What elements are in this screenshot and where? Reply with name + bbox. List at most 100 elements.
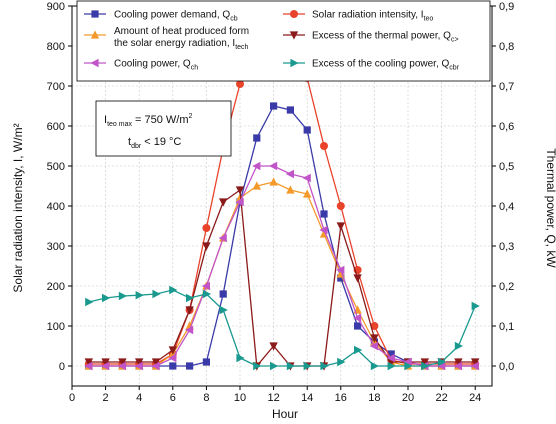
series-cooling_power bbox=[84, 161, 479, 371]
data-point-cooling_power bbox=[252, 161, 261, 171]
data-point-heat_produced bbox=[252, 181, 261, 190]
x-tick-label: 20 bbox=[402, 392, 414, 404]
data-point-cooling_power bbox=[319, 225, 328, 235]
data-point-excess_thermal bbox=[370, 334, 379, 343]
data-point-cooling_power bbox=[168, 353, 177, 363]
data-point-cooling_demand bbox=[202, 358, 210, 366]
right-axis-title: Thermal power, Q, kW bbox=[544, 148, 556, 268]
series-line-heat_produced bbox=[88, 181, 476, 367]
data-point-cooling_demand bbox=[253, 134, 261, 142]
legend-item-solar_radiation: Solar radiation intensity, Iteo bbox=[283, 10, 433, 23]
series-excess_cooling bbox=[85, 285, 480, 371]
legend-item-excess_cooling: Excess of the cooling power, Qcbr bbox=[283, 59, 460, 72]
data-point-excess_cooling bbox=[186, 293, 195, 303]
data-point-excess_cooling bbox=[286, 361, 295, 371]
legend-item-cooling_demand: Cooling power demand, Qcb bbox=[84, 10, 238, 23]
data-point-cooling_demand bbox=[354, 322, 362, 330]
annotation-line-1: Iteo max = 750 W/m2 bbox=[104, 113, 193, 128]
legend-swatch-marker bbox=[290, 10, 298, 18]
data-point-cooling_demand bbox=[286, 106, 294, 114]
data-point-cooling_demand bbox=[337, 274, 345, 282]
x-tick-label: 18 bbox=[368, 392, 380, 404]
x-tick-label: 16 bbox=[335, 392, 347, 404]
data-point-cooling_power bbox=[437, 361, 446, 371]
x-tick-label: 24 bbox=[469, 392, 481, 404]
legend-label-line2: the solar energy radiation, Itech bbox=[114, 38, 249, 51]
legend-swatch-marker bbox=[90, 58, 99, 68]
legend-swatch-marker bbox=[289, 31, 299, 40]
data-point-cooling_power bbox=[336, 265, 345, 275]
data-point-heat_produced bbox=[303, 189, 312, 198]
data-point-excess_cooling bbox=[118, 291, 127, 301]
x-tick-label: 14 bbox=[301, 392, 313, 404]
data-point-excess_thermal bbox=[101, 358, 110, 367]
left-tick-label: 500 bbox=[47, 161, 65, 173]
data-point-solar_radiation bbox=[320, 142, 328, 150]
x-axis-title: Hour bbox=[272, 407, 298, 421]
data-point-excess_thermal bbox=[118, 358, 127, 367]
data-point-excess_cooling bbox=[270, 361, 279, 371]
data-point-excess_thermal bbox=[353, 274, 362, 283]
left-tick-label: 200 bbox=[47, 281, 65, 293]
annotation-frame bbox=[95, 100, 232, 157]
right-tick-label: 0,3 bbox=[499, 241, 514, 253]
data-point-cooling_power bbox=[218, 233, 227, 243]
legend-label: Cooling power, Qch bbox=[114, 59, 198, 72]
x-tick-label: 0 bbox=[69, 392, 75, 404]
data-point-cooling_power bbox=[134, 361, 143, 371]
data-point-excess_thermal bbox=[420, 358, 429, 367]
data-point-excess_cooling bbox=[471, 301, 480, 311]
left-tick-label: 600 bbox=[47, 121, 65, 133]
annotation-box: Iteo max = 750 W/m2 tdbr < 19 °C bbox=[95, 100, 232, 157]
legend-swatch-marker bbox=[90, 30, 100, 39]
data-point-excess_cooling bbox=[152, 289, 161, 299]
annotation-line-2: tdbr < 19 °C bbox=[128, 136, 181, 150]
legend-label: Excess of the cooling power, Qcbr bbox=[312, 59, 460, 72]
left-tick-label: 100 bbox=[47, 321, 65, 333]
data-point-excess_thermal bbox=[151, 358, 161, 367]
data-point-cooling_demand bbox=[270, 102, 278, 110]
data-point-excess_cooling bbox=[236, 353, 245, 363]
data-point-cooling_demand bbox=[169, 362, 177, 370]
data-point-cooling_power bbox=[269, 161, 278, 171]
x-tick-label: 22 bbox=[435, 392, 447, 404]
data-point-cooling_power bbox=[353, 313, 362, 323]
data-point-solar_radiation bbox=[202, 224, 211, 232]
data-point-excess_cooling bbox=[404, 361, 413, 371]
data-point-excess_cooling bbox=[202, 289, 211, 299]
series-line-excess_cooling bbox=[88, 289, 476, 367]
right-tick-label: 0,5 bbox=[499, 161, 514, 173]
right-tick-label: 0,7 bbox=[499, 81, 514, 93]
legend-label: Amount of heat produced form bbox=[114, 26, 249, 37]
data-point-cooling_power bbox=[84, 361, 93, 371]
legend-swatch-marker bbox=[290, 58, 299, 68]
data-point-cooling_power bbox=[201, 281, 210, 291]
data-point-heat_produced bbox=[269, 177, 278, 186]
data-point-excess_cooling bbox=[320, 361, 329, 371]
legend-item-cooling_power: Cooling power, Qch bbox=[84, 59, 198, 72]
legend-swatch-marker bbox=[91, 10, 99, 18]
data-point-excess_thermal bbox=[168, 346, 177, 355]
data-point-cooling_power bbox=[369, 341, 378, 351]
data-point-excess_cooling bbox=[354, 345, 363, 355]
left-tick-label: 700 bbox=[47, 81, 65, 93]
left-tick-label: 300 bbox=[47, 241, 65, 253]
data-point-excess_cooling bbox=[454, 341, 463, 351]
left-tick-label: 400 bbox=[47, 201, 65, 213]
data-point-cooling_demand bbox=[186, 362, 194, 370]
data-point-solar_radiation bbox=[236, 80, 244, 88]
data-point-excess_cooling bbox=[253, 361, 262, 371]
data-point-excess_thermal bbox=[454, 358, 463, 367]
data-point-solar_radiation bbox=[336, 202, 345, 210]
data-point-excess_thermal bbox=[185, 306, 194, 315]
data-point-cooling_demand bbox=[387, 350, 395, 358]
left-tick-label: 900 bbox=[47, 1, 65, 13]
x-tick-label: 4 bbox=[136, 392, 142, 404]
data-point-cooling_power bbox=[117, 361, 126, 371]
legend-label: Cooling power demand, Qcb bbox=[114, 10, 238, 23]
series-line-excess_thermal bbox=[88, 188, 476, 368]
x-tick-label: 6 bbox=[170, 392, 176, 404]
data-point-excess_cooling bbox=[169, 285, 178, 295]
data-point-solar_radiation bbox=[370, 322, 379, 330]
